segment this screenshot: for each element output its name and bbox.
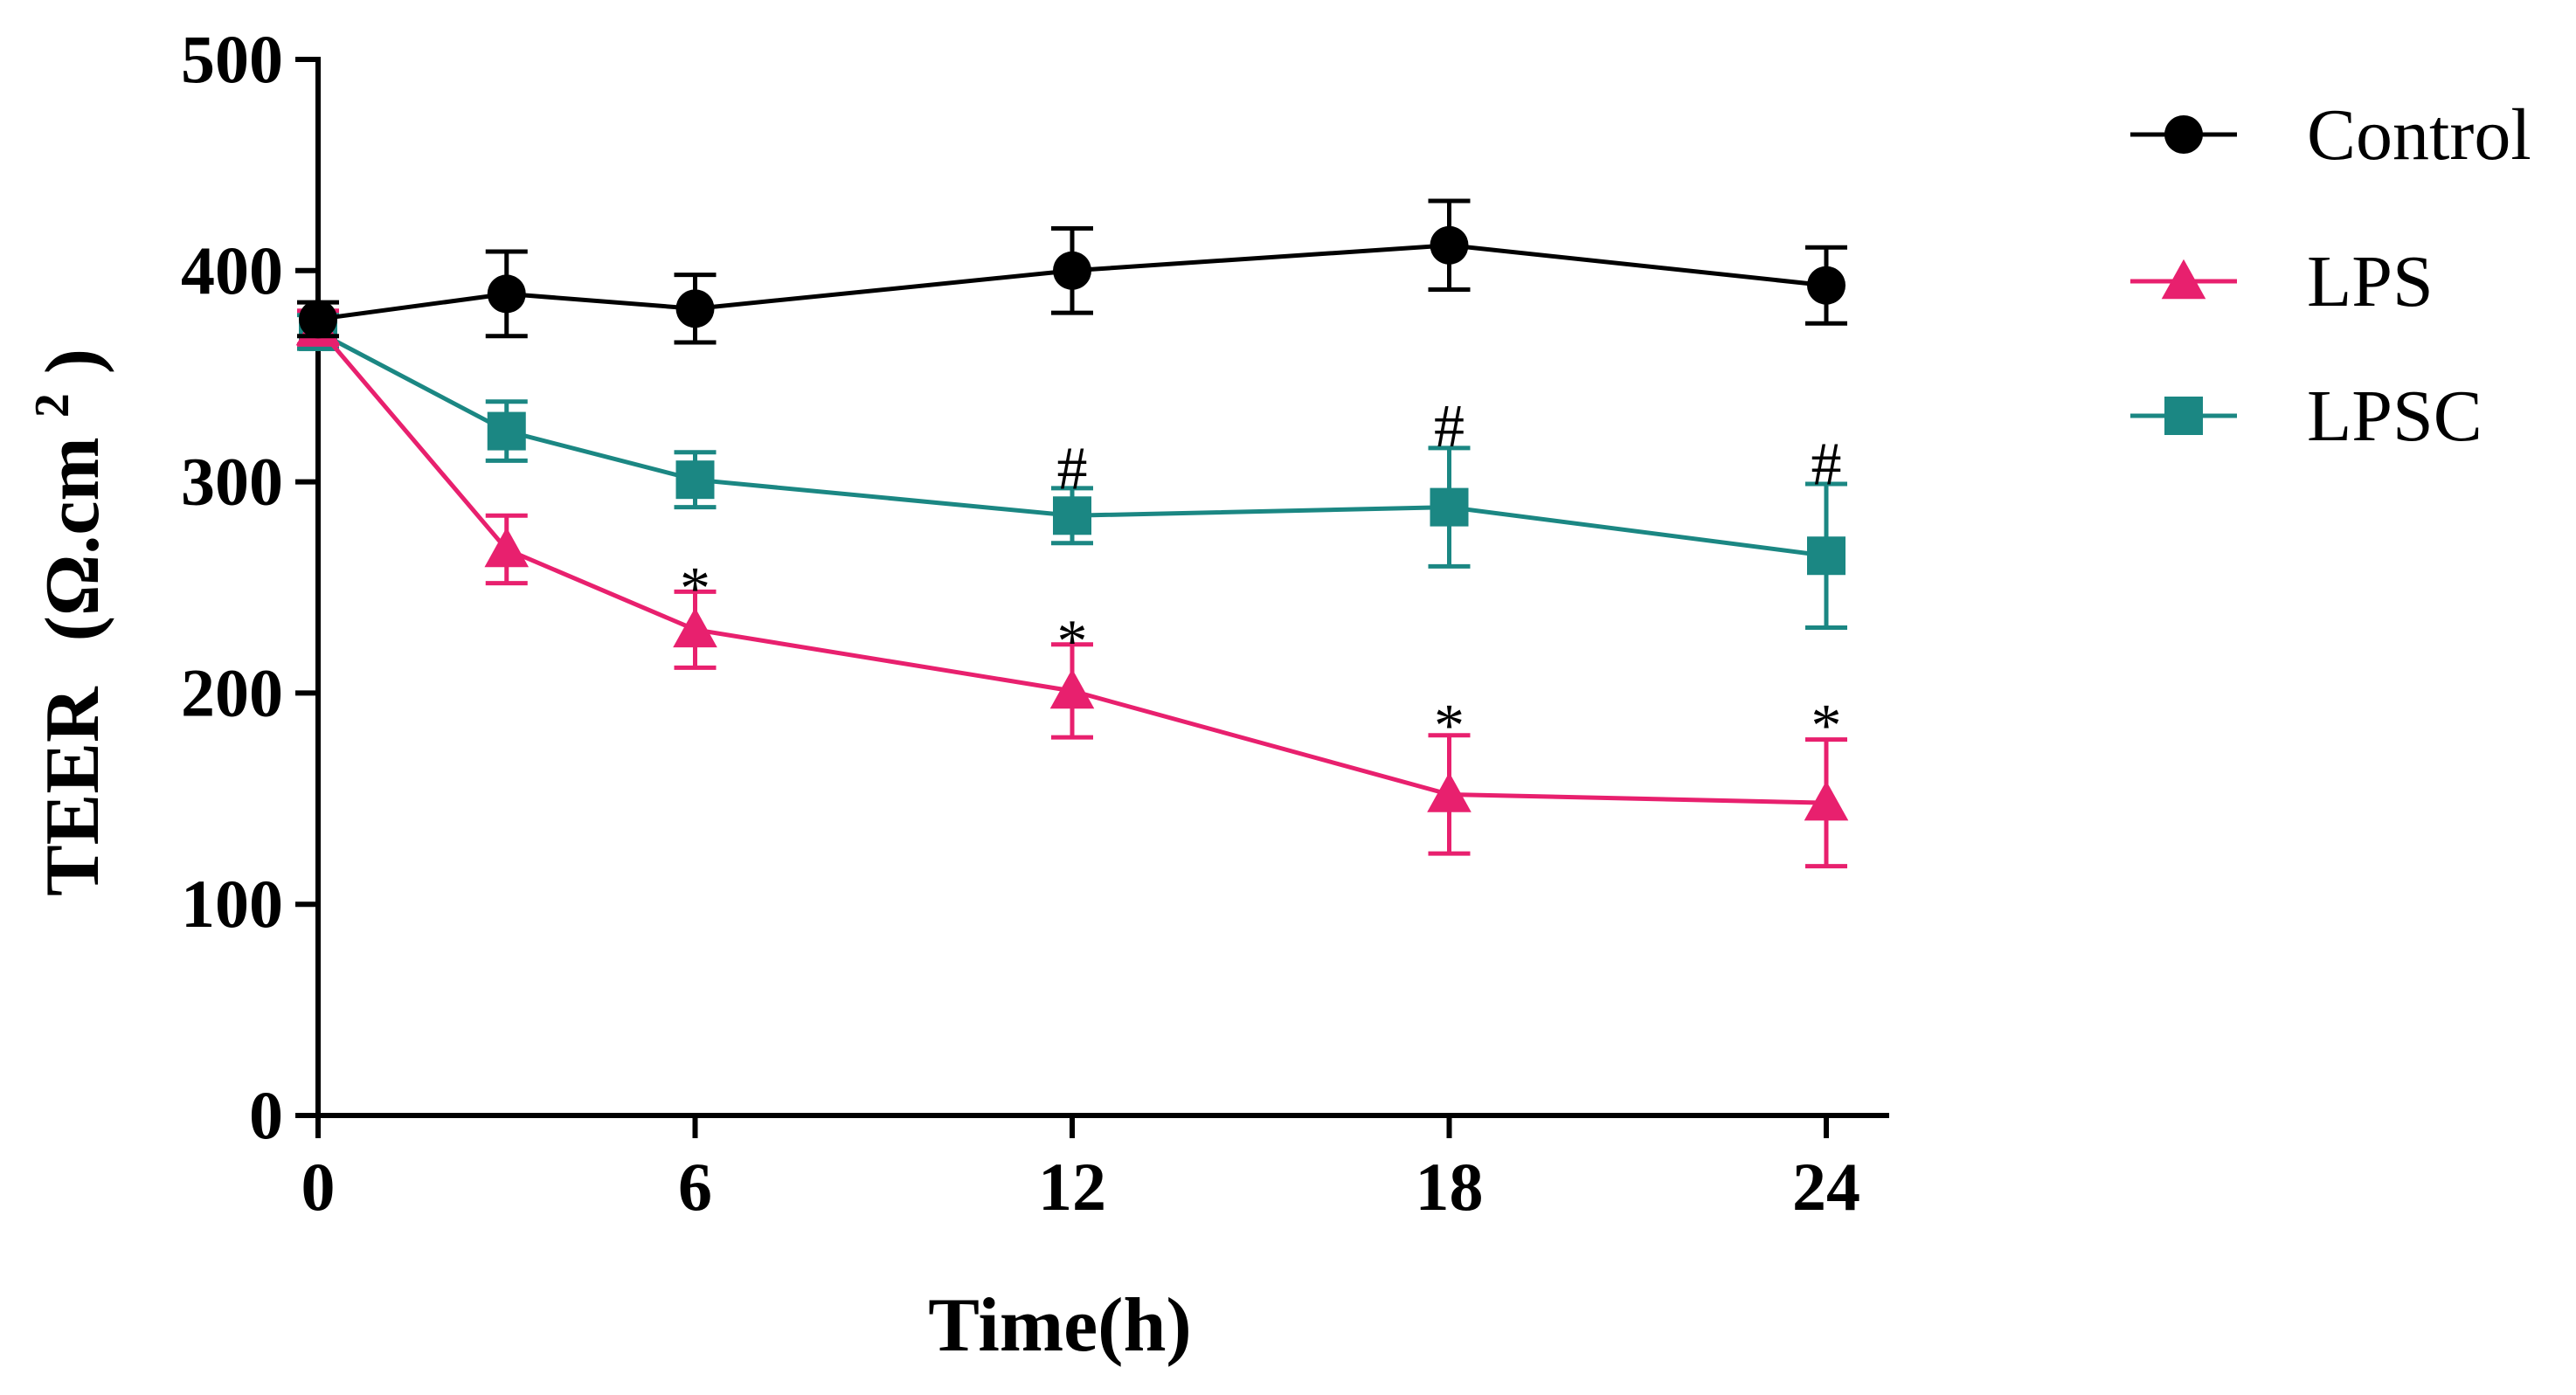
series-layer bbox=[295, 198, 1849, 869]
legend-label-control: Control bbox=[2307, 94, 2531, 176]
significance-star-24: * bbox=[1811, 693, 1842, 760]
series-lpsc bbox=[297, 312, 1847, 630]
data-point-lpsc-6 bbox=[675, 460, 715, 500]
data-point-lps-18 bbox=[1427, 772, 1472, 812]
significance-hash-12: # bbox=[1057, 436, 1088, 503]
significance-hash-18: # bbox=[1434, 393, 1465, 460]
data-point-control-12 bbox=[1053, 251, 1091, 290]
data-point-lps-6 bbox=[673, 607, 717, 648]
x-axis-title: Time(h) bbox=[928, 1283, 1191, 1368]
y-tick-label-500: 500 bbox=[181, 21, 283, 97]
legend: Control LPS LPSC bbox=[2130, 94, 2531, 457]
data-point-lps-24 bbox=[1804, 780, 1849, 821]
legend-item-lps: LPS bbox=[2130, 241, 2434, 322]
y-axis-title-sup: 2 bbox=[25, 393, 80, 418]
y-tick-label-100: 100 bbox=[181, 866, 283, 942]
significance-star-18: * bbox=[1434, 693, 1465, 760]
significance-hash-24: # bbox=[1811, 432, 1842, 499]
legend-item-control: Control bbox=[2130, 94, 2531, 176]
data-point-lps-12 bbox=[1049, 668, 1095, 709]
significance-star-6: * bbox=[680, 555, 710, 622]
series-line-lpsc bbox=[316, 329, 1827, 558]
series-control bbox=[297, 198, 1847, 345]
legend-label-lps: LPS bbox=[2307, 241, 2434, 322]
data-point-control-18 bbox=[1430, 225, 1469, 265]
series-line-control bbox=[317, 243, 1827, 321]
data-point-lpsc-18 bbox=[1430, 487, 1469, 527]
data-point-lpsc-24 bbox=[1807, 536, 1845, 576]
legend-marker-lpsc bbox=[2164, 397, 2203, 435]
y-axis-ticks: 0 100 200 300 400 500 bbox=[181, 21, 318, 1153]
legend-marker-control bbox=[2164, 115, 2203, 154]
y-tick-label-200: 200 bbox=[181, 654, 283, 730]
x-tick-label-0: 0 bbox=[301, 1149, 336, 1225]
data-point-lpsc-3 bbox=[487, 411, 526, 451]
y-tick-label-300: 300 bbox=[181, 444, 283, 520]
data-point-control-24 bbox=[1807, 266, 1845, 305]
x-tick-label-24: 24 bbox=[1792, 1149, 1860, 1225]
y-tick-label-400: 400 bbox=[181, 232, 283, 308]
data-point-control-3 bbox=[487, 274, 526, 314]
legend-item-lpsc: LPSC bbox=[2130, 376, 2483, 457]
y-axis-title: TEER (Ω.cm 2 ) bbox=[1, 349, 115, 896]
x-tick-label-18: 18 bbox=[1416, 1149, 1484, 1225]
data-point-lpsc-12 bbox=[1053, 496, 1091, 535]
x-axis-ticks: 0 6 12 18 24 bbox=[301, 1115, 1860, 1225]
data-point-control-6 bbox=[675, 289, 715, 328]
legend-label-lpsc: LPSC bbox=[2307, 376, 2483, 457]
x-tick-label-12: 12 bbox=[1038, 1149, 1106, 1225]
significance-annotations: * * * * # # # bbox=[680, 393, 1842, 759]
series-lps bbox=[295, 305, 1849, 869]
series-line-lps bbox=[316, 326, 1827, 805]
y-axis-title-main: TEER bbox=[31, 686, 115, 896]
data-point-control-0 bbox=[299, 300, 337, 339]
y-tick-label-0: 0 bbox=[249, 1077, 283, 1153]
significance-star-12: * bbox=[1057, 608, 1088, 675]
y-axis-title-close: ) bbox=[31, 349, 115, 374]
y-axis-title-unit: (Ω.cm bbox=[31, 437, 115, 641]
x-tick-label-6: 6 bbox=[678, 1149, 712, 1225]
legend-marker-lps bbox=[2161, 259, 2206, 300]
data-point-lps-3 bbox=[484, 527, 530, 568]
